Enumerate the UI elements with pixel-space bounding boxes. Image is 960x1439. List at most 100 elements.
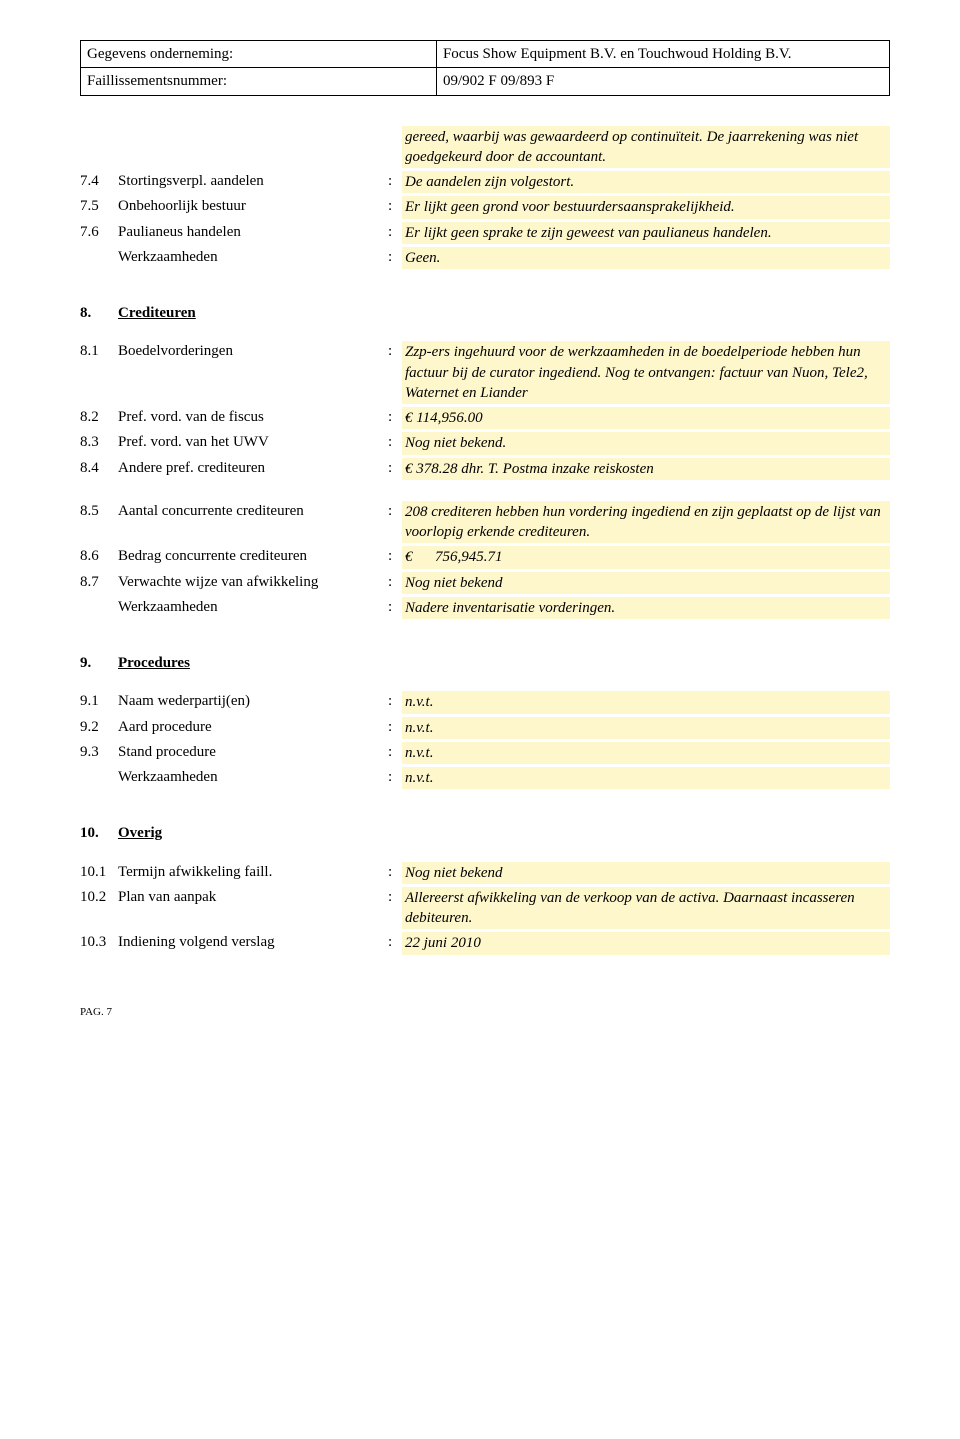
row-value: n.v.t. xyxy=(402,717,890,739)
header-company-label: Gegevens onderneming: xyxy=(81,41,437,68)
row-colon: : xyxy=(388,432,402,452)
row-label: Naam wederpartij(en) xyxy=(118,691,388,711)
section-num: 10. xyxy=(80,823,118,843)
row-value: Geen. xyxy=(402,247,890,269)
row-colon: : xyxy=(388,247,402,267)
row-value: € 756,945.71 xyxy=(402,546,890,568)
row-num: 8.6 xyxy=(80,546,118,566)
section-label: Crediteuren xyxy=(118,303,388,323)
row-label: Andere pref. crediteuren xyxy=(118,458,388,478)
row-num: 7.4 xyxy=(80,171,118,191)
row-colon: : xyxy=(388,742,402,762)
row-value: Nog niet bekend xyxy=(402,862,890,884)
row-7-6: 7.6 Paulianeus handelen : Er lijkt geen … xyxy=(80,222,890,244)
row-label: Bedrag concurrente crediteuren xyxy=(118,546,388,566)
row-value: De aandelen zijn volgestort. xyxy=(402,171,890,193)
row-9-2: 9.2 Aard procedure : n.v.t. xyxy=(80,717,890,739)
row-8-7: 8.7 Verwachte wijze van afwikkeling : No… xyxy=(80,572,890,594)
row-colon: : xyxy=(388,407,402,427)
row-value: n.v.t. xyxy=(402,742,890,764)
row-colon: : xyxy=(388,597,402,617)
row-value: Allereerst afwikkeling van de verkoop va… xyxy=(402,887,890,930)
page-number: PAG. 7 xyxy=(80,1005,890,1020)
section-num: 8. xyxy=(80,303,118,323)
row-value: Zzp-ers ingehuurd voor de werkzaamheden … xyxy=(402,341,890,404)
row-colon: : xyxy=(388,862,402,882)
row-value: Nog niet bekend. xyxy=(402,432,890,454)
row-9-werkzaamheden: Werkzaamheden : n.v.t. xyxy=(80,767,890,789)
row-label: Pref. vord. van het UWV xyxy=(118,432,388,452)
row-label: Termijn afwikkeling faill. xyxy=(118,862,388,882)
row-label: Verwachte wijze van afwikkeling xyxy=(118,572,388,592)
row-label: Aantal concurrente crediteuren xyxy=(118,501,388,521)
header-fileno-label: Faillissementsnummer: xyxy=(81,68,437,95)
row-num: 8.2 xyxy=(80,407,118,427)
section-9-title: 9. Procedures xyxy=(80,653,890,673)
row-value: Er lijkt geen sprake te zijn geweest van… xyxy=(402,222,890,244)
row-num: 8.4 xyxy=(80,458,118,478)
row-colon: : xyxy=(388,572,402,592)
row-label: Werkzaamheden xyxy=(118,767,388,787)
row-7-4: 7.4 Stortingsverpl. aandelen : De aandel… xyxy=(80,171,890,193)
row-num: 9.1 xyxy=(80,691,118,711)
row-7-werkzaamheden: Werkzaamheden : Geen. xyxy=(80,247,890,269)
row-label: Stortingsverpl. aandelen xyxy=(118,171,388,191)
row-num: 7.5 xyxy=(80,196,118,216)
row-value: Nadere inventarisatie vorderingen. xyxy=(402,597,890,619)
row-8-2: 8.2 Pref. vord. van de fiscus : € 114,95… xyxy=(80,407,890,429)
row-8-3: 8.3 Pref. vord. van het UWV : Nog niet b… xyxy=(80,432,890,454)
row-label: Boedelvorderingen xyxy=(118,341,388,361)
row-colon: : xyxy=(388,501,402,521)
continuation-text-block: gereed, waarbij was gewaardeerd op conti… xyxy=(402,126,890,169)
row-colon: : xyxy=(388,691,402,711)
row-value: n.v.t. xyxy=(402,767,890,789)
row-num: 10.2 xyxy=(80,887,118,907)
row-num: 8.7 xyxy=(80,572,118,592)
row-num: 7.6 xyxy=(80,222,118,242)
row-colon: : xyxy=(388,767,402,787)
row-label: Plan van aanpak xyxy=(118,887,388,907)
row-num: 8.3 xyxy=(80,432,118,452)
row-label: Paulianeus handelen xyxy=(118,222,388,242)
row-8-1: 8.1 Boedelvorderingen : Zzp-ers ingehuur… xyxy=(80,341,890,404)
row-num: 9.2 xyxy=(80,717,118,737)
row-9-1: 9.1 Naam wederpartij(en) : n.v.t. xyxy=(80,691,890,713)
row-value: € 114,956.00 xyxy=(402,407,890,429)
row-value: Nog niet bekend xyxy=(402,572,890,594)
row-colon: : xyxy=(388,171,402,191)
row-10-3: 10.3 Indiening volgend verslag : 22 juni… xyxy=(80,932,890,954)
row-8-6: 8.6 Bedrag concurrente crediteuren : € 7… xyxy=(80,546,890,568)
row-colon: : xyxy=(388,222,402,242)
row-num: 10.3 xyxy=(80,932,118,952)
row-label: Indiening volgend verslag xyxy=(118,932,388,952)
row-8-5: 8.5 Aantal concurrente crediteuren : 208… xyxy=(80,501,890,544)
header-fileno-value: 09/902 F 09/893 F xyxy=(436,68,889,95)
row-colon: : xyxy=(388,932,402,952)
row-label: Pref. vord. van de fiscus xyxy=(118,407,388,427)
continuation-text: gereed, waarbij was gewaardeerd op conti… xyxy=(402,126,890,169)
row-label: Werkzaamheden xyxy=(118,247,388,267)
section-num: 9. xyxy=(80,653,118,673)
row-colon: : xyxy=(388,887,402,907)
row-colon: : xyxy=(388,546,402,566)
row-value: 208 crediteren hebben hun vordering inge… xyxy=(402,501,890,544)
row-colon: : xyxy=(388,717,402,737)
row-8-4: 8.4 Andere pref. crediteuren : € 378.28 … xyxy=(80,458,890,480)
row-label: Stand procedure xyxy=(118,742,388,762)
section-label: Procedures xyxy=(118,653,388,673)
row-label: Onbehoorlijk bestuur xyxy=(118,196,388,216)
row-7-5: 7.5 Onbehoorlijk bestuur : Er lijkt geen… xyxy=(80,196,890,218)
row-8-werkzaamheden: Werkzaamheden : Nadere inventarisatie vo… xyxy=(80,597,890,619)
row-colon: : xyxy=(388,458,402,478)
section-10-title: 10. Overig xyxy=(80,823,890,843)
row-value: n.v.t. xyxy=(402,691,890,713)
row-value: Er lijkt geen grond voor bestuurdersaans… xyxy=(402,196,890,218)
section-8-title: 8. Crediteuren xyxy=(80,303,890,323)
row-10-1: 10.1 Termijn afwikkeling faill. : Nog ni… xyxy=(80,862,890,884)
row-value: 22 juni 2010 xyxy=(402,932,890,954)
row-num: 10.1 xyxy=(80,862,118,882)
section-label: Overig xyxy=(118,823,388,843)
row-value: € 378.28 dhr. T. Postma inzake reiskoste… xyxy=(402,458,890,480)
row-label: Aard procedure xyxy=(118,717,388,737)
row-colon: : xyxy=(388,196,402,216)
